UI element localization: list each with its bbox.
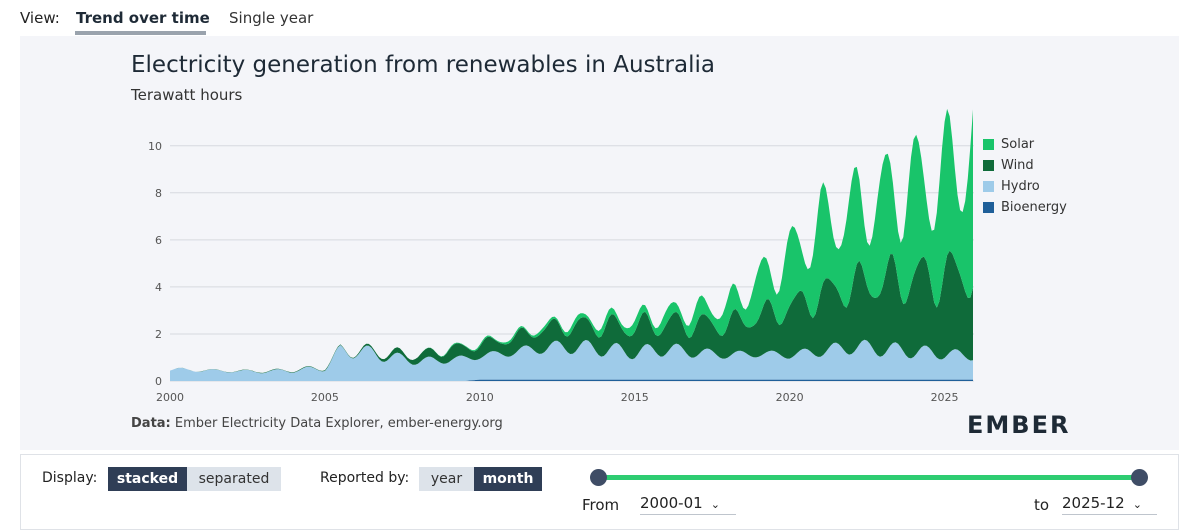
to-label: to [1034,496,1050,514]
y-tick-label-10: 10 [148,140,162,153]
chart-legend: Solar Wind Hydro Bioenergy [983,134,1067,218]
view-bar: View: Trend over time Single year [0,0,1200,36]
to-date-select[interactable]: 2025-12 ⌄ [1062,494,1157,515]
from-date-value: 2000-01 [640,494,703,512]
x-tick-label-2000: 2000 [156,391,184,404]
y-tick-label-8: 8 [155,187,162,200]
legend-label-wind: Wind [1001,158,1034,173]
legend-label-solar: Solar [1001,137,1035,152]
reported-year-button[interactable]: year [419,467,474,491]
display-label: Display: [42,470,98,486]
legend-label-bioenergy: Bioenergy [1001,200,1067,215]
legend-swatch-solar [983,139,994,150]
date-range-slider[interactable] [598,475,1140,480]
legend-label-hydro: Hydro [1001,179,1040,194]
controls-bar [20,454,1179,530]
area-series-bioenergy [170,379,973,381]
x-tick-label-2020: 2020 [776,391,804,404]
reported-by-label: Reported by: [320,470,410,486]
y-tick-label-6: 6 [155,234,162,247]
chevron-down-icon: ⌄ [1132,498,1142,511]
ember-logo: EMBER [967,411,1071,439]
x-tick-label-2025: 2025 [931,391,959,404]
area-series-hydro [170,339,973,381]
x-tick-label-2015: 2015 [621,391,649,404]
area-series-wind [170,250,973,374]
slider-end-handle[interactable] [1131,469,1148,486]
chevron-down-icon: ⌄ [710,498,720,511]
legend-swatch-wind [983,160,994,171]
x-tick-label-2010: 2010 [466,391,494,404]
x-tick-label-2005: 2005 [311,391,339,404]
legend-item-wind[interactable]: Wind [983,155,1067,176]
display-stacked-button[interactable]: stacked [108,467,187,491]
data-source: Data: Ember Electricity Data Explorer, e… [131,416,503,431]
chart-title: Electricity generation from renewables i… [131,52,715,78]
chart-subtitle: Terawatt hours [131,86,243,104]
legend-item-bioenergy[interactable]: Bioenergy [983,197,1067,218]
slider-start-handle[interactable] [590,469,607,486]
reported-month-button[interactable]: month [474,467,542,491]
data-source-prefix: Data: [131,416,171,431]
y-tick-label-2: 2 [155,328,162,341]
to-date-value: 2025-12 [1062,494,1125,512]
view-label: View: [20,9,60,27]
legend-swatch-bioenergy [983,202,994,213]
legend-swatch-hydro [983,181,994,192]
tab-trend-over-time[interactable]: Trend over time [76,9,210,27]
legend-item-hydro[interactable]: Hydro [983,176,1067,197]
y-tick-label-4: 4 [155,281,162,294]
active-tab-indicator [75,31,206,35]
y-tick-label-0: 0 [155,375,162,388]
tab-single-year[interactable]: Single year [229,9,314,27]
legend-item-solar[interactable]: Solar [983,134,1067,155]
from-date-select[interactable]: 2000-01 ⌄ [640,494,736,515]
from-label: From [582,496,620,514]
data-source-text[interactable]: Ember Electricity Data Explorer, ember-e… [170,416,503,431]
display-separated-button[interactable]: separated [187,467,281,491]
